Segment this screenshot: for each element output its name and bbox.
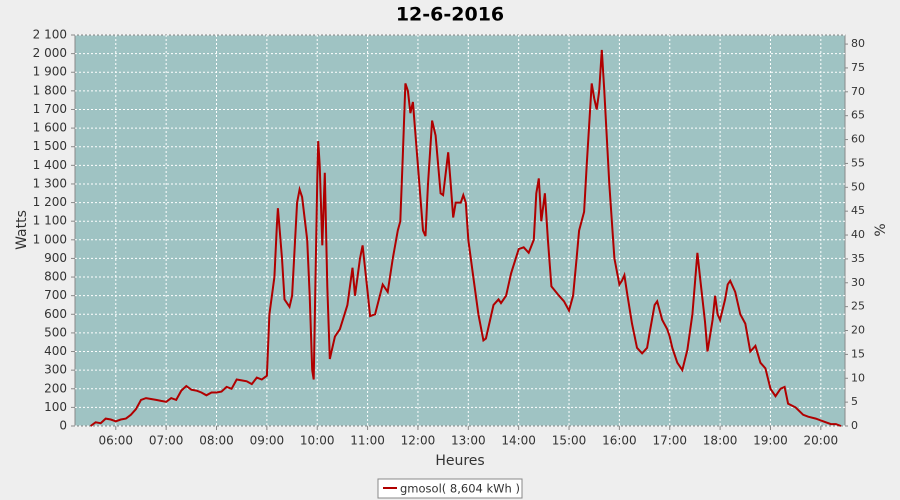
y2-axis-title: %: [873, 223, 889, 236]
y2-tick-label: 60: [851, 133, 865, 146]
y2-tick-label: 20: [851, 324, 865, 337]
x-axis-title: Heures: [435, 453, 484, 469]
y-tick-label: 800: [44, 270, 67, 284]
y2-tick-label: 40: [851, 228, 865, 241]
x-tick-label: 19:00: [753, 434, 788, 448]
y2-tick-label: 15: [851, 347, 865, 360]
y-tick-label: 1 300: [33, 176, 67, 190]
y2-tick-label: 75: [851, 61, 865, 74]
y-tick-label: 1 500: [33, 139, 67, 153]
y2-tick-label: 80: [851, 37, 865, 50]
x-tick-label: 06:00: [98, 434, 133, 448]
x-tick-label: 20:00: [804, 434, 839, 448]
x-tick-label: 08:00: [199, 434, 234, 448]
y-tick-label: 1 200: [33, 195, 67, 209]
x-tick-label: 18:00: [703, 434, 738, 448]
x-tick-label: 07:00: [149, 434, 184, 448]
y-tick-label: 1 700: [33, 102, 67, 116]
y-tick-label: 1 000: [33, 232, 67, 246]
y-axis-title: Watts: [14, 210, 30, 250]
y2-tick-label: 50: [851, 180, 865, 193]
y2-tick-label: 10: [851, 371, 865, 384]
y-tick-label: 100: [44, 400, 67, 414]
x-tick-label: 13:00: [451, 434, 486, 448]
y-tick-label: 1 100: [33, 214, 67, 228]
x-tick-label: 10:00: [300, 434, 335, 448]
x-tick-label: 15:00: [552, 434, 587, 448]
y-tick-label: 1 900: [33, 65, 67, 79]
y-tick-label: 0: [59, 419, 67, 433]
y-tick-label: 400: [44, 344, 67, 358]
y-tick-label: 2 100: [33, 28, 67, 42]
y-tick-label: 500: [44, 325, 67, 339]
x-tick-label: 14:00: [501, 434, 536, 448]
y-tick-label: 1 400: [33, 158, 67, 172]
y-tick-label: 1 600: [33, 121, 67, 135]
x-tick-label: 11:00: [350, 434, 385, 448]
data-line: [90, 49, 842, 427]
x-tick-label: 12:00: [401, 434, 436, 448]
x-tick-label: 16:00: [602, 434, 637, 448]
legend-label: gmosol( 8,604 kWh ): [400, 482, 520, 496]
y2-tick-label: 45: [851, 204, 865, 217]
y-tick-label: 900: [44, 251, 67, 265]
x-tick-label: 17:00: [652, 434, 687, 448]
y-tick-label: 1 800: [33, 83, 67, 97]
y-tick-label: 2 000: [33, 46, 67, 60]
y2-tick-label: 5: [851, 395, 858, 408]
y2-tick-label: 70: [851, 85, 865, 98]
x-tick-label: 09:00: [250, 434, 285, 448]
plot-area: [74, 34, 846, 427]
y-tick-label: 200: [44, 381, 67, 395]
y-tick-label: 600: [44, 307, 67, 321]
chart-title: 12-6-2016: [396, 4, 504, 26]
y2-tick-label: 30: [851, 276, 865, 289]
y2-tick-label: 35: [851, 252, 865, 265]
y2-tick-label: 65: [851, 109, 865, 122]
y-tick-label: 700: [44, 288, 67, 302]
legend: [377, 478, 523, 499]
y2-tick-label: 25: [851, 300, 865, 313]
y2-tick-label: 55: [851, 156, 865, 169]
y2-tick-label: 0: [851, 419, 858, 432]
y-tick-label: 300: [44, 363, 67, 377]
